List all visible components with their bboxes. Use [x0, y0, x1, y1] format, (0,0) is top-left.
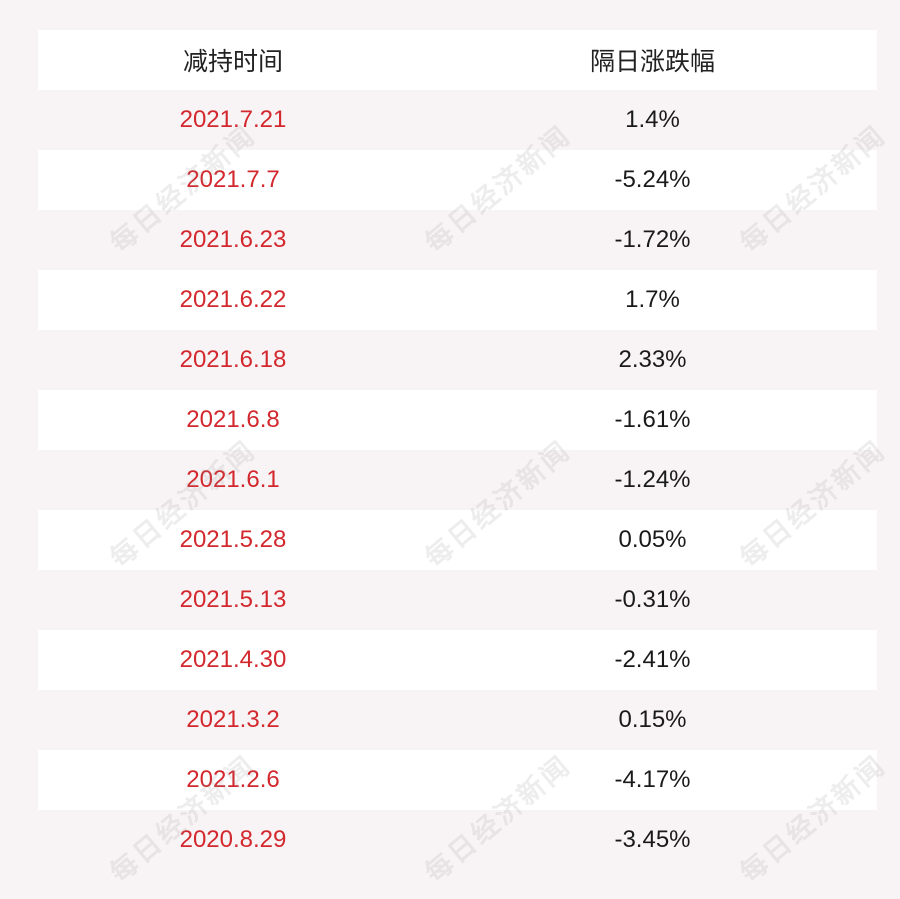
header-sell-date: 减持时间: [182, 48, 283, 76]
table-row: 2021.3.2 0.15%: [38, 690, 877, 750]
next-day-change-cell: -2.41%: [614, 646, 691, 673]
next-day-change-cell: 1.4%: [625, 106, 680, 133]
table-row: 2020.8.29 -3.45%: [38, 810, 877, 870]
next-day-change-cell: 0.15%: [618, 706, 687, 733]
header-next-day-change: 隔日涨跌幅: [589, 48, 715, 76]
table-header-row: 减持时间 隔日涨跌幅: [38, 30, 877, 90]
table-row: 2021.7.21 1.4%: [38, 90, 877, 150]
next-day-change-cell: -1.61%: [614, 406, 691, 433]
table-row: 2021.7.7 -5.24%: [38, 150, 877, 210]
table-row: 2021.6.18 2.33%: [38, 330, 877, 390]
table-row: 2021.6.1 -1.24%: [38, 450, 877, 510]
next-day-change-cell: 0.05%: [618, 526, 687, 553]
next-day-change-cell: -5.24%: [614, 166, 691, 193]
sell-date-cell: 2021.6.22: [179, 286, 287, 313]
table-row: 2021.5.13 -0.31%: [38, 570, 877, 630]
sell-date-cell: 2021.2.6: [186, 766, 280, 793]
sell-date-cell: 2021.4.30: [179, 646, 287, 673]
sell-date-cell: 2021.7.21: [179, 106, 287, 133]
next-day-change-cell: -0.31%: [614, 586, 691, 613]
sell-date-cell: 2020.8.29: [179, 826, 287, 853]
sell-date-cell: 2021.6.18: [179, 346, 287, 373]
next-day-change-cell: -1.72%: [614, 226, 691, 253]
sell-date-cell: 2021.6.1: [186, 466, 280, 493]
sell-date-cell: 2021.5.13: [179, 586, 287, 613]
next-day-change-cell: 2.33%: [618, 346, 687, 373]
table-row: 2021.6.23 -1.72%: [38, 210, 877, 270]
next-day-change-cell: 1.7%: [625, 286, 680, 313]
sell-date-cell: 2021.5.28: [179, 526, 287, 553]
sell-down-table: 减持时间 隔日涨跌幅 2021.7.21 1.4% 2021.7.7 -5.24% 20…: [38, 30, 877, 870]
table-row: 2021.6.8 -1.61%: [38, 390, 877, 450]
table-row: 2021.4.30 -2.41%: [38, 630, 877, 690]
next-day-change-cell: -4.17%: [614, 766, 691, 793]
sell-date-cell: 2021.7.7: [186, 166, 280, 193]
sell-date-cell: 2021.3.2: [186, 706, 280, 733]
sell-date-cell: 2021.6.8: [186, 406, 280, 433]
table-row: 2021.2.6 -4.17%: [38, 750, 877, 810]
table-row: 2021.6.22 1.7%: [38, 270, 877, 330]
sell-date-cell: 2021.6.23: [179, 226, 287, 253]
table-row: 2021.5.28 0.05%: [38, 510, 877, 570]
next-day-change-cell: -3.45%: [614, 826, 691, 853]
next-day-change-cell: -1.24%: [614, 466, 691, 493]
